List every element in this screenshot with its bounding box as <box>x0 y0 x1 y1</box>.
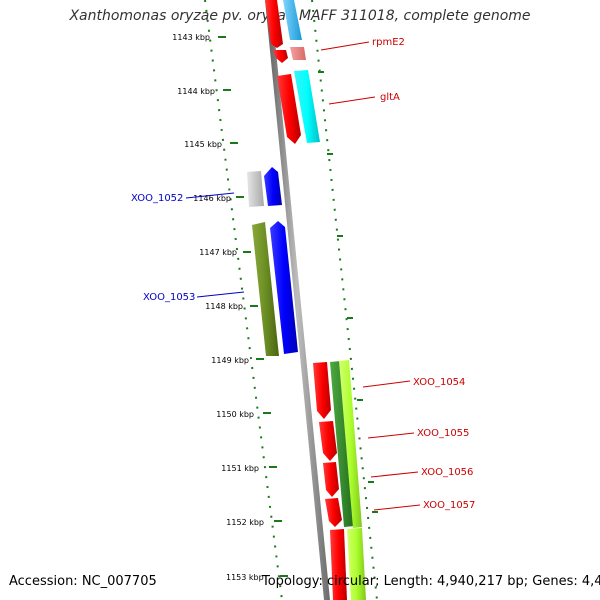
right-dotted-guide <box>311 0 378 600</box>
gene-block-gltA <box>277 74 301 144</box>
tick-label: 1152 kbp <box>226 518 264 527</box>
gene-block-rpmE2-pink <box>290 47 306 60</box>
gene-block-rpmE2 <box>273 50 288 63</box>
tick-label: 1148 kbp <box>205 302 243 311</box>
map-title: Xanthomonas oryzae pv. oryzae MAFF 31101… <box>69 8 531 24</box>
gene-label-rpmE2: rpmE2 <box>372 37 405 48</box>
tick-label: 1147 kbp <box>199 248 237 257</box>
left-dotted-guide <box>204 0 283 600</box>
tick-label: 1145 kbp <box>184 140 222 149</box>
gene-block-xoo1053 <box>270 221 298 354</box>
tick-label: 1144 kbp <box>177 87 215 96</box>
tick-label: 1153 kbp <box>226 573 264 582</box>
callout-line-xoo1052 <box>185 192 235 199</box>
gene-block-green-dark <box>330 361 355 527</box>
gene-label-xoo1055: XOO_1055 <box>417 428 469 439</box>
gene-block-bottom-red <box>330 529 347 600</box>
callout-line-xoo1056 <box>370 471 419 478</box>
gene-block-top-red <box>265 0 283 48</box>
gene-block-xoo1052-gray <box>247 171 264 207</box>
gene-label-gltA: gltA <box>380 92 400 103</box>
gene-block-xoo1053-olive <box>252 222 279 356</box>
gene-block-lime-bottom <box>347 528 366 600</box>
gene-label-xoo1053: XOO_1053 <box>143 292 195 303</box>
gene-block-top-skyblue <box>283 0 302 40</box>
gene-block-xoo1055 <box>319 421 337 461</box>
callout-line-xoo1055 <box>367 432 415 439</box>
tick-label: 1151 kbp <box>221 464 259 473</box>
callout-line-rpmE2 <box>320 41 370 51</box>
gene-block-gltA-cyan <box>294 70 320 143</box>
gene-block-xoo1057 <box>325 498 342 527</box>
accession-label: Accession: NC_007705 <box>9 574 157 589</box>
gene-block-green-lime <box>339 360 362 528</box>
axis-ticks: 1143 kbp 1144 kbp 1145 kbp 1146 kbp 1147… <box>172 33 378 582</box>
tick-label: 1149 kbp <box>211 356 249 365</box>
gene-block-xoo1054 <box>313 362 331 419</box>
callout-line-gltA <box>328 96 376 105</box>
tick-label: 1150 kbp <box>216 410 254 419</box>
genome-backbone <box>265 0 330 600</box>
tick-label: 1146 kbp <box>193 194 231 203</box>
gene-label-xoo1056: XOO_1056 <box>421 467 473 478</box>
gene-label-xoo1057: XOO_1057 <box>423 500 475 511</box>
topology-label: Topology: circular; Length: 4,940,217 bp… <box>262 574 600 589</box>
gene-block-xoo1052 <box>264 167 282 206</box>
callout-line-xoo1054 <box>362 380 411 388</box>
gene-label-xoo1052: XOO_1052 <box>131 193 183 204</box>
callout-line-xoo1053 <box>196 291 245 298</box>
tick-label: 1143 kbp <box>172 33 210 42</box>
gene-label-xoo1054: XOO_1054 <box>413 377 465 388</box>
gene-block-xoo1056 <box>323 462 339 497</box>
callout-line-xoo1057 <box>373 504 421 511</box>
